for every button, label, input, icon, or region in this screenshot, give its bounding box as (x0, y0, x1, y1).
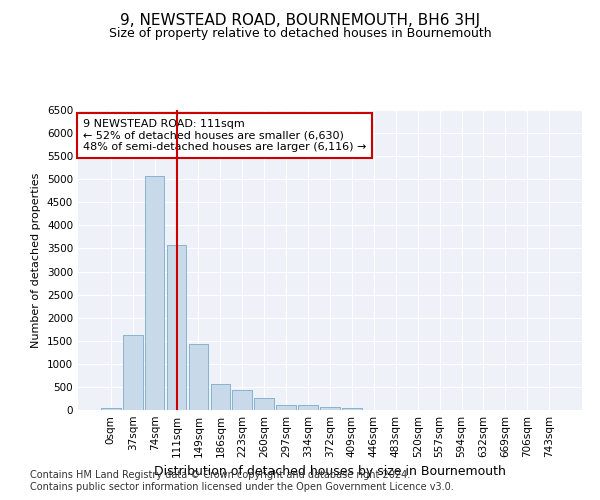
Bar (123, 335, 143, 410)
Bar (167, 245, 187, 410)
Text: Size of property relative to detached houses in Bournemouth: Size of property relative to detached ho… (109, 28, 491, 40)
Bar (145, 176, 164, 410)
Bar (211, 384, 230, 410)
Bar (298, 406, 318, 410)
Bar (232, 390, 252, 410)
Bar (320, 406, 340, 410)
X-axis label: Distribution of detached houses by size in Bournemouth: Distribution of detached houses by size … (154, 466, 506, 478)
Bar (188, 344, 208, 410)
Y-axis label: Number of detached properties: Number of detached properties (31, 172, 41, 348)
Text: Contains HM Land Registry data © Crown copyright and database right 2024.: Contains HM Land Registry data © Crown c… (30, 470, 410, 480)
Bar (101, 408, 121, 410)
Bar (254, 398, 274, 410)
Bar (342, 408, 362, 410)
Text: 9 NEWSTEAD ROAD: 111sqm
← 52% of detached houses are smaller (6,630)
48% of semi: 9 NEWSTEAD ROAD: 111sqm ← 52% of detache… (83, 119, 367, 152)
Bar (276, 404, 296, 410)
Text: Contains public sector information licensed under the Open Government Licence v3: Contains public sector information licen… (30, 482, 454, 492)
Text: 9, NEWSTEAD ROAD, BOURNEMOUTH, BH6 3HJ: 9, NEWSTEAD ROAD, BOURNEMOUTH, BH6 3HJ (120, 12, 480, 28)
